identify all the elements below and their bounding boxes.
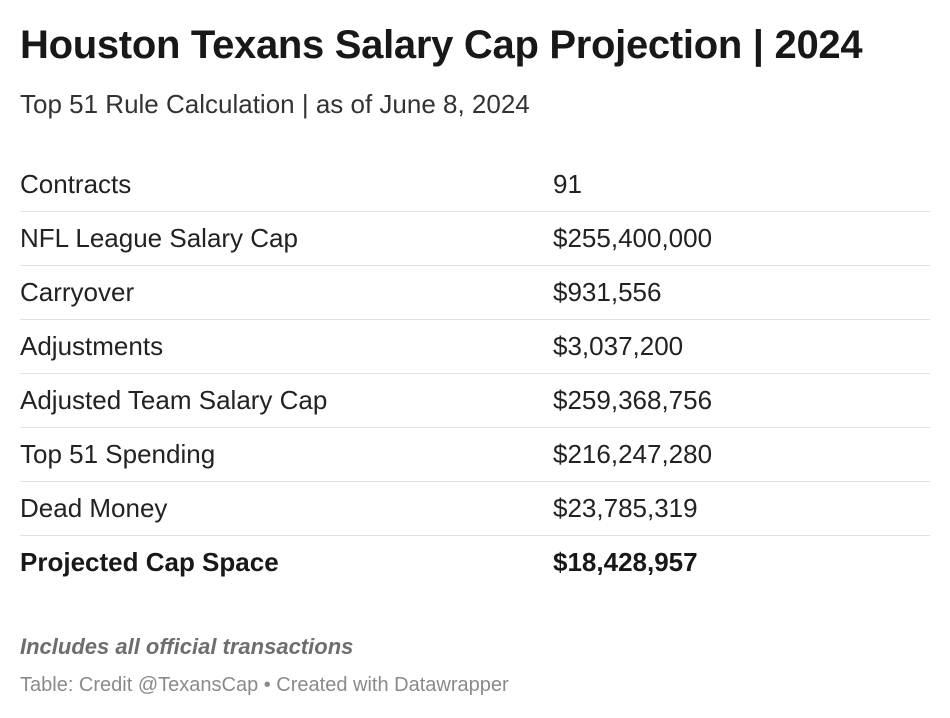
table-note: Includes all official transactions	[20, 634, 354, 659]
row-value: $255,400,000	[553, 223, 713, 253]
table-row: Dead Money $23,785,319	[20, 482, 930, 536]
table-row: Adjustments $3,037,200	[20, 320, 930, 374]
row-label: Projected Cap Space	[20, 547, 279, 577]
row-label: NFL League Salary Cap	[20, 223, 298, 253]
chart-title: Houston Texans Salary Cap Projection | 2…	[20, 23, 863, 67]
row-label: Top 51 Spending	[20, 439, 216, 469]
table-row: Projected Cap Space $18,428,957	[20, 536, 930, 589]
chart-footer: Includes all official transactions Table…	[20, 630, 930, 700]
salary-cap-table: Contracts 91 NFL League Salary Cap $255,400…	[20, 158, 930, 589]
table-row: Top 51 Spending $216,247,280	[20, 428, 930, 482]
table-row: Contracts 91	[20, 158, 930, 212]
row-label: Dead Money	[20, 493, 168, 523]
chart-container: Houston Texans Salary Cap Projection | 2…	[20, 18, 930, 589]
row-value: $931,556	[553, 277, 662, 307]
table-source: Table: Credit @TexansCap • Created with …	[20, 674, 509, 696]
row-label: Adjusted Team Salary Cap	[20, 385, 328, 415]
row-label: Contracts	[20, 169, 132, 199]
row-label: Carryover	[20, 277, 135, 307]
row-label: Adjustments	[20, 331, 164, 361]
chart-subtitle: Top 51 Rule Calculation | as of June 8, …	[20, 89, 530, 119]
table-row: Adjusted Team Salary Cap $259,368,756	[20, 374, 930, 428]
table-row: Carryover $931,556	[20, 266, 930, 320]
row-value: $216,247,280	[553, 439, 713, 469]
row-value: $23,785,319	[553, 493, 698, 523]
row-value: $259,368,756	[553, 385, 713, 415]
row-value: $18,428,957	[553, 547, 698, 577]
table-row: NFL League Salary Cap $255,400,000	[20, 212, 930, 266]
row-value: $3,037,200	[553, 331, 684, 361]
row-value: 91	[553, 169, 582, 199]
